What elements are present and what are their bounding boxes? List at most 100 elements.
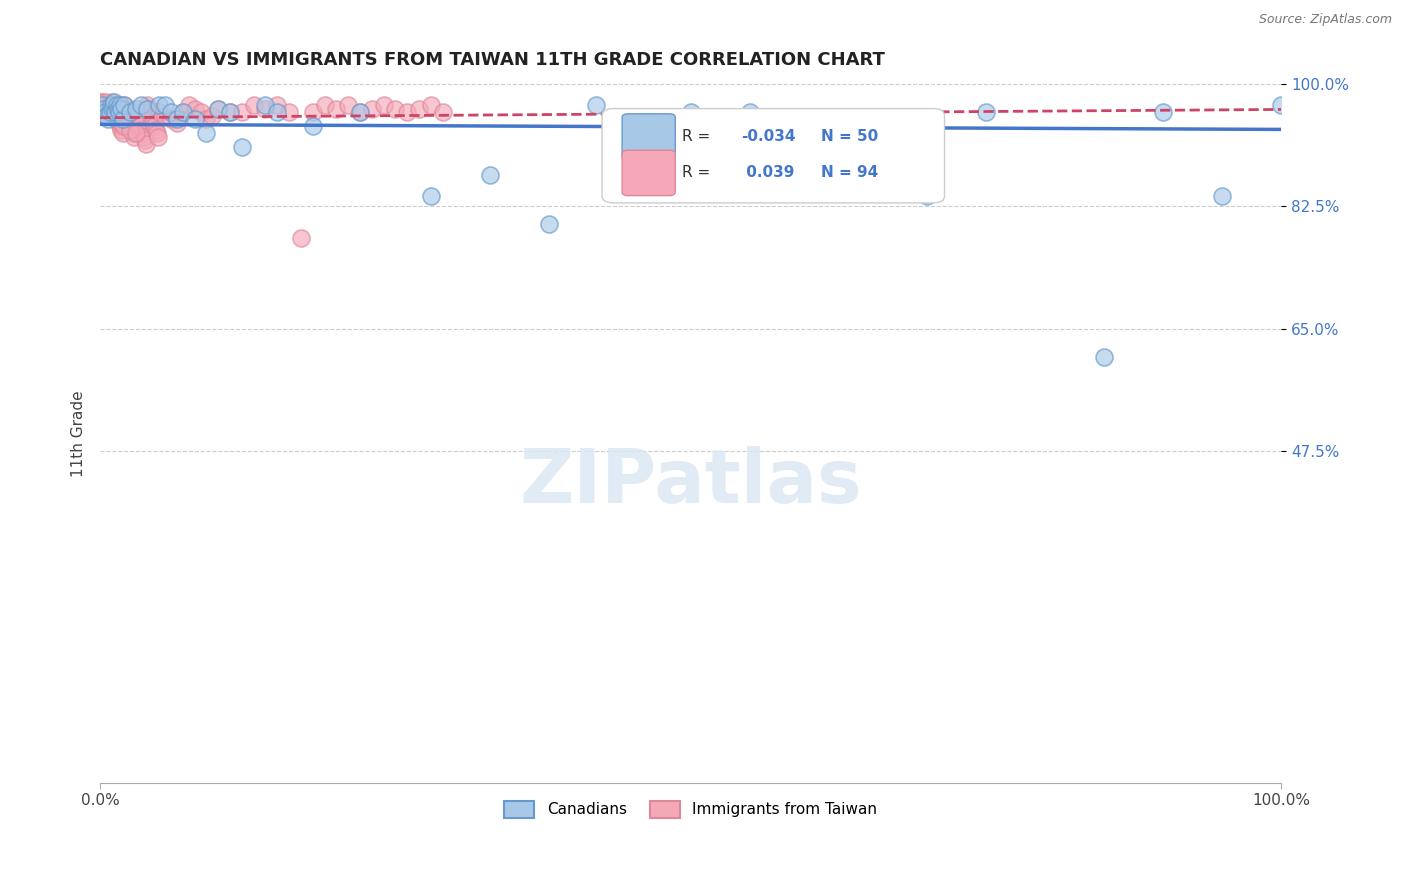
Point xyxy=(96,109,118,123)
Point xyxy=(91,98,114,112)
Point xyxy=(94,98,117,112)
Point xyxy=(195,112,218,126)
Text: Source: ZipAtlas.com: Source: ZipAtlas.com xyxy=(1258,13,1392,27)
Point xyxy=(108,105,131,120)
Point xyxy=(738,105,761,120)
Point xyxy=(166,115,188,129)
Point xyxy=(1092,350,1115,364)
FancyBboxPatch shape xyxy=(602,109,945,203)
Point xyxy=(97,112,120,126)
Point xyxy=(101,95,124,109)
Text: -0.034: -0.034 xyxy=(741,129,796,144)
Point xyxy=(108,119,131,133)
Point xyxy=(101,102,124,116)
Point xyxy=(177,98,200,112)
Point xyxy=(153,98,176,112)
Point xyxy=(172,105,194,120)
Point xyxy=(94,105,117,120)
Point xyxy=(97,98,120,112)
Point xyxy=(103,95,125,109)
Point xyxy=(242,98,264,112)
Y-axis label: 11th Grade: 11th Grade xyxy=(72,391,86,477)
Point xyxy=(254,98,277,112)
Point xyxy=(124,129,146,144)
Point xyxy=(432,105,454,120)
Point xyxy=(1211,189,1233,203)
Point xyxy=(138,105,160,120)
Point xyxy=(135,136,157,151)
Point xyxy=(915,189,938,203)
Point xyxy=(537,217,560,231)
Text: CANADIAN VS IMMIGRANTS FROM TAIWAN 11TH GRADE CORRELATION CHART: CANADIAN VS IMMIGRANTS FROM TAIWAN 11TH … xyxy=(100,51,884,69)
Point xyxy=(98,105,121,120)
Point xyxy=(125,109,148,123)
Point xyxy=(94,102,117,116)
Point xyxy=(110,102,132,116)
Point xyxy=(132,129,155,144)
Point xyxy=(131,98,153,112)
Point xyxy=(134,133,156,147)
FancyBboxPatch shape xyxy=(621,114,675,160)
Point xyxy=(129,119,152,133)
Point xyxy=(124,126,146,140)
Point xyxy=(349,105,371,120)
Point xyxy=(396,105,419,120)
Point xyxy=(231,105,253,120)
Point xyxy=(142,115,165,129)
Point xyxy=(337,98,360,112)
Point xyxy=(349,105,371,120)
Point xyxy=(201,109,224,123)
Point xyxy=(96,102,118,116)
Text: N = 50: N = 50 xyxy=(821,129,877,144)
Point xyxy=(91,95,114,109)
Point xyxy=(131,122,153,136)
Point xyxy=(1270,98,1292,112)
Text: N = 94: N = 94 xyxy=(821,165,877,180)
Point xyxy=(231,140,253,154)
Point xyxy=(301,105,323,120)
Point xyxy=(104,105,127,120)
Point xyxy=(111,112,134,126)
Point xyxy=(93,99,115,113)
Point xyxy=(278,105,301,120)
Point xyxy=(100,109,122,123)
Point xyxy=(105,98,128,112)
Point xyxy=(138,102,160,116)
Text: R =: R = xyxy=(682,129,716,144)
Point xyxy=(679,105,702,120)
Point xyxy=(114,102,136,116)
Point xyxy=(100,98,122,112)
Point xyxy=(136,98,159,112)
Point xyxy=(166,112,188,126)
Point xyxy=(419,189,441,203)
Point xyxy=(325,102,347,116)
Point xyxy=(314,98,336,112)
Point xyxy=(101,105,124,120)
Point xyxy=(107,102,129,116)
Point xyxy=(94,95,117,109)
Point xyxy=(183,102,205,116)
Point xyxy=(94,102,117,116)
Point xyxy=(111,126,134,140)
Point xyxy=(148,98,170,112)
Point xyxy=(146,126,169,140)
Point xyxy=(139,109,162,123)
Point xyxy=(107,112,129,126)
Point xyxy=(1152,105,1174,120)
Point xyxy=(141,112,163,126)
Point xyxy=(97,105,120,120)
Point xyxy=(103,109,125,123)
Point xyxy=(124,102,146,116)
Point xyxy=(100,102,122,116)
Point xyxy=(117,109,139,123)
Point xyxy=(821,112,844,126)
Point xyxy=(124,105,146,120)
Point xyxy=(101,98,124,112)
Point xyxy=(290,231,312,245)
Point xyxy=(301,119,323,133)
Point xyxy=(107,112,129,126)
Text: R =: R = xyxy=(682,165,716,180)
Text: 0.039: 0.039 xyxy=(741,165,794,180)
Point xyxy=(105,109,128,123)
Point xyxy=(143,119,166,133)
